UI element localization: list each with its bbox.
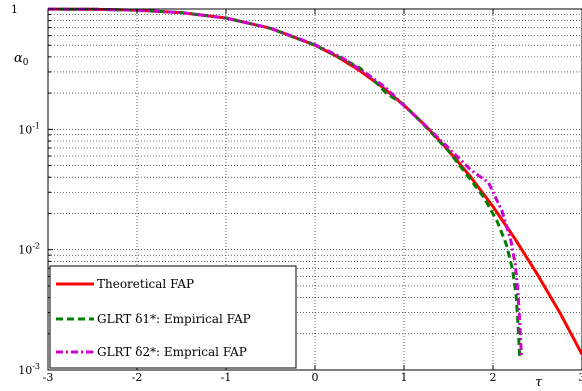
y-tick-label: 1 <box>11 3 18 16</box>
x-tick-label: 1 <box>401 371 408 384</box>
legend-label-1: Theoretical FAP <box>97 277 194 291</box>
x-tick-label: -3 <box>43 371 54 384</box>
legend-label-3: GLRT δ2*: Emprical FAP <box>97 345 247 359</box>
y-tick-label: 10-2 <box>18 242 40 257</box>
y-tick-label: 10-3 <box>18 362 40 377</box>
x-tick-label: 3 <box>579 371 582 384</box>
y-axis-label: α0 <box>14 51 29 68</box>
x-tick-label: -2 <box>132 371 143 384</box>
y-tick-label: 10-1 <box>18 121 40 136</box>
series-lines <box>47 7 582 357</box>
series-line-3 <box>47 7 523 357</box>
x-tick-label: -1 <box>221 371 232 384</box>
legend-label-2: GLRT δ1*: Empirical FAP <box>97 312 251 326</box>
x-axis-label: τ <box>535 375 543 390</box>
legend: Theoretical FAP GLRT δ1*: Empirical FAP GL… <box>49 265 297 369</box>
x-tick-label: 2 <box>490 371 497 384</box>
x-tick-label: 0 <box>312 371 319 384</box>
tick-labels: -3 -2 -1 0 1 2 3 10-3 10-2 10-1 1 <box>11 3 582 384</box>
